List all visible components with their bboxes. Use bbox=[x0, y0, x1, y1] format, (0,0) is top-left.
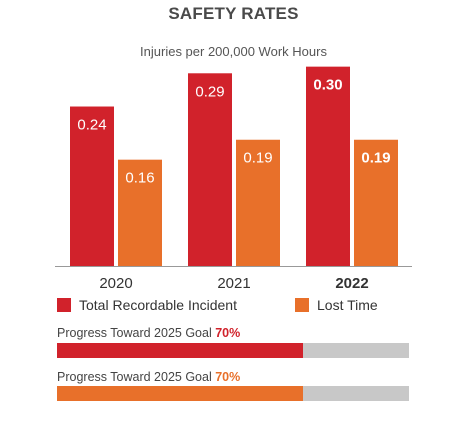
x-tick-label-2020: 2020 bbox=[99, 275, 132, 290]
bar-chart: 0.24 0.16 2020 0.29 0.19 2021 0.30 0.19 2022 bbox=[55, 66, 412, 290]
legend-item-lost-time: Lost Time bbox=[295, 295, 378, 315]
legend-label-lost-time: Lost Time bbox=[317, 297, 378, 313]
bar-total-recordable-2022 bbox=[306, 66, 350, 266]
progress-fill-lost-time bbox=[57, 386, 304, 401]
bar-lost-time-2021 bbox=[236, 139, 280, 266]
data-label-lost-time-2020: 0.16 bbox=[125, 170, 154, 187]
progress-track-lost-time bbox=[57, 386, 409, 401]
legend-item-total-recordable: Total Recordable Incident bbox=[57, 295, 237, 315]
progress-text: Progress Toward 2025 Goal bbox=[57, 370, 212, 384]
data-label-total-recordable-2021: 0.29 bbox=[195, 83, 224, 100]
legend-swatch-lost-time bbox=[295, 298, 309, 312]
data-label-total-recordable-2022: 0.30 bbox=[313, 77, 342, 94]
progress-label-total-recordable: Progress Toward 2025 Goal 70% bbox=[57, 326, 240, 340]
bar-total-recordable-2020 bbox=[70, 106, 114, 266]
bar-lost-time-2022 bbox=[354, 139, 398, 266]
chart-subtitle: Injuries per 200,000 Work Hours bbox=[140, 44, 327, 59]
progress-text: Progress Toward 2025 Goal bbox=[57, 326, 212, 340]
progress-percent: 70% bbox=[215, 370, 241, 384]
progress-percent: 70% bbox=[215, 326, 241, 340]
chart-title: SAFETY RATES bbox=[168, 4, 299, 23]
x-tick-label-2021: 2021 bbox=[217, 275, 250, 290]
progress-track-total-recordable bbox=[57, 343, 409, 358]
progress-fill-total-recordable bbox=[57, 343, 304, 358]
data-label-total-recordable-2020: 0.24 bbox=[77, 117, 106, 134]
legend-label-total-recordable: Total Recordable Incident bbox=[79, 297, 237, 313]
data-label-lost-time-2022: 0.19 bbox=[361, 150, 390, 167]
bar-lost-time-2020 bbox=[118, 159, 162, 266]
bar-total-recordable-2021 bbox=[188, 73, 232, 267]
data-label-lost-time-2021: 0.19 bbox=[243, 150, 272, 167]
progress-label-lost-time: Progress Toward 2025 Goal 70% bbox=[57, 370, 240, 384]
x-tick-label-2022: 2022 bbox=[335, 275, 368, 290]
legend-swatch-total-recordable bbox=[57, 298, 71, 312]
